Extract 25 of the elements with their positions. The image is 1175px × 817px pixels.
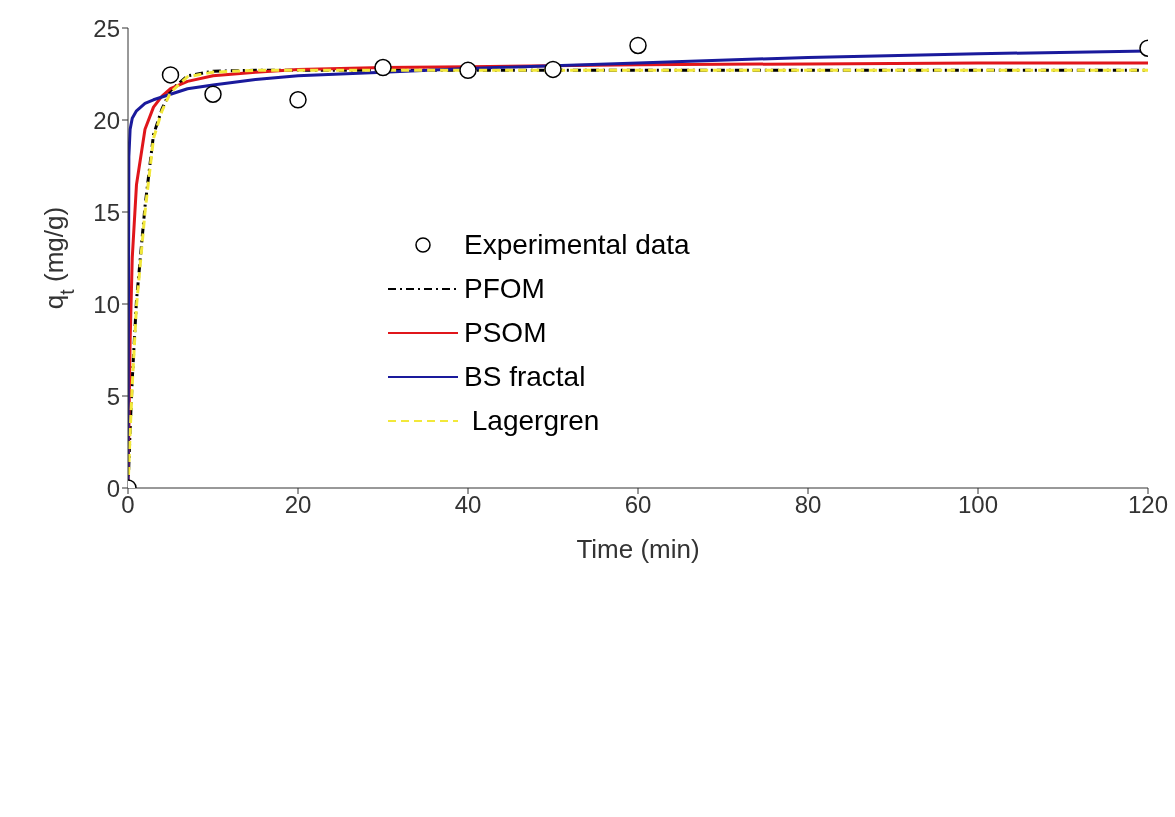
x-tick-label: 80	[794, 491, 822, 519]
x-axis-title: Time (min)	[576, 534, 700, 564]
legend-label: BS fractal	[464, 361, 586, 392]
legend-label: PSOM	[464, 317, 547, 348]
x-tick-label: 100	[957, 491, 999, 519]
y-tick-label: 10	[93, 290, 120, 318]
y-tick-label: 25	[93, 14, 120, 42]
y-tick-label: 15	[93, 198, 120, 226]
point	[544, 60, 562, 79]
point	[459, 61, 477, 80]
point	[161, 66, 180, 84]
legend-label: PFOM	[464, 273, 545, 304]
point	[374, 58, 392, 77]
legend-label: Lagergren	[470, 405, 600, 436]
point	[289, 91, 307, 109]
legend-label: Experimental data	[464, 229, 690, 260]
y-tick-label: 20	[93, 106, 120, 134]
y-tick-label: 5	[106, 382, 120, 410]
x-tick-label: 60	[624, 491, 652, 519]
x-tick-label: 40	[454, 491, 482, 519]
x-tick-label: 20	[284, 491, 312, 519]
x-tick-label: 120	[1127, 491, 1169, 519]
y-tick-label: 0	[106, 474, 120, 502]
point	[629, 36, 647, 55]
point	[204, 85, 222, 103]
